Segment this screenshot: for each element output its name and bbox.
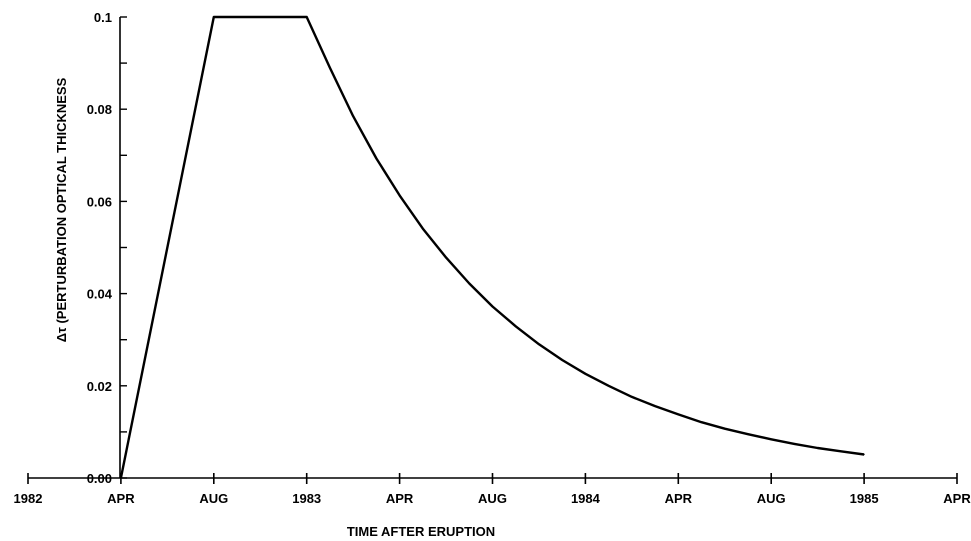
data-point [770,438,772,440]
data-point [631,396,633,398]
data-point [515,325,517,327]
x-tick-label: AUG [199,491,228,506]
data-point [538,343,540,345]
y-tick-label: 0.1 [94,10,112,25]
data-point [584,373,587,375]
x-tick-label: AUG [478,491,507,506]
y-axis: 0.000.020.040.060.080.1 [87,10,127,486]
data-point [306,16,308,18]
x-tick-label: 1983 [292,491,321,506]
y-tick-label: 0.04 [87,287,113,302]
x-tick-label: 1982 [14,491,43,506]
y-tick-label: 0.06 [87,194,112,209]
data-point [654,405,656,407]
data-point [608,385,610,387]
y-tick-label: 0.08 [87,102,112,117]
data-point [863,453,865,456]
y-axis-title: Δτ (PERTURBATION OPTICAL THICKNESS [54,77,69,342]
data-point [793,443,796,445]
data-point [677,413,679,415]
data-point [422,228,424,230]
data-point [375,157,377,160]
x-tick-label: APR [386,491,414,506]
data-point [747,433,749,435]
data-point [399,194,401,196]
data-point [445,257,447,259]
data-point [120,477,122,479]
x-tick-label: AUG [757,491,786,506]
data-point [724,428,726,430]
data-point [840,450,842,452]
x-tick-label: APR [107,491,135,506]
data-point [700,421,703,423]
x-axis-title: TIME AFTER ERUPTION [347,524,495,539]
data-point [213,16,215,18]
x-tick-label: APR [943,491,971,506]
y-tick-label: 0.02 [87,379,112,394]
data-point [352,115,354,117]
data-point [329,67,331,69]
data-point [468,282,470,285]
x-axis: 1982 APR AUG 1983 APR AUG 1984 APR AUG 1985 APR [14,473,971,506]
x-tick-label: 1984 [571,491,601,506]
series-line [119,15,865,479]
series-layer [119,15,865,479]
x-tick-label: APR [665,491,693,506]
data-point [561,359,563,361]
data-point [817,447,819,449]
x-tick-label: 1985 [850,491,879,506]
data-point [491,305,494,308]
